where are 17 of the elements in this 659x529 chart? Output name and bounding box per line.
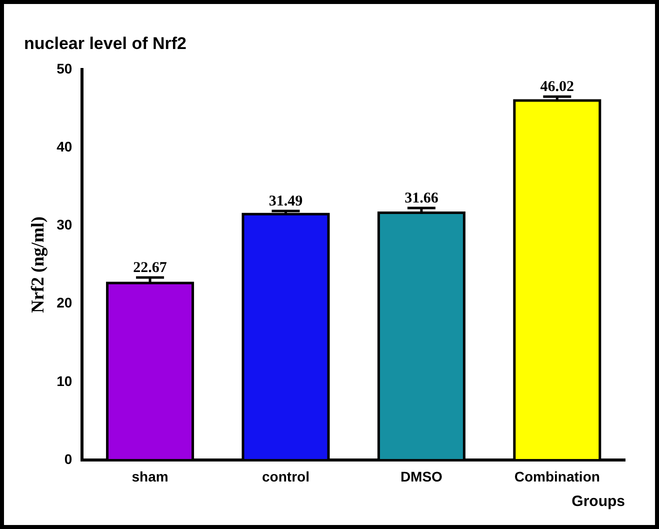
x-tick-label: Combination xyxy=(514,468,600,484)
x-tick-label: DMSO xyxy=(400,468,443,484)
data-label: 46.02 xyxy=(540,78,574,95)
chart-title: nuclear level of Nrf2 xyxy=(24,34,187,53)
y-tick-label: 20 xyxy=(56,294,72,311)
data-label: 22.67 xyxy=(133,260,168,276)
y-tick-label: 10 xyxy=(56,372,72,389)
x-tick-label: sham xyxy=(132,468,168,484)
x-axis-title: Groups xyxy=(572,493,625,510)
y-axis-title: Nrf2 (ng/ml) xyxy=(27,216,48,314)
y-tick-label: 0 xyxy=(64,451,72,468)
y-tick-label: 30 xyxy=(56,216,72,233)
y-tick-label: 50 xyxy=(56,60,72,76)
x-tick-label: control xyxy=(262,468,310,484)
data-label: 31.49 xyxy=(268,193,303,210)
y-tick-label: 40 xyxy=(56,138,72,154)
data-label: 31.66 xyxy=(404,190,439,206)
